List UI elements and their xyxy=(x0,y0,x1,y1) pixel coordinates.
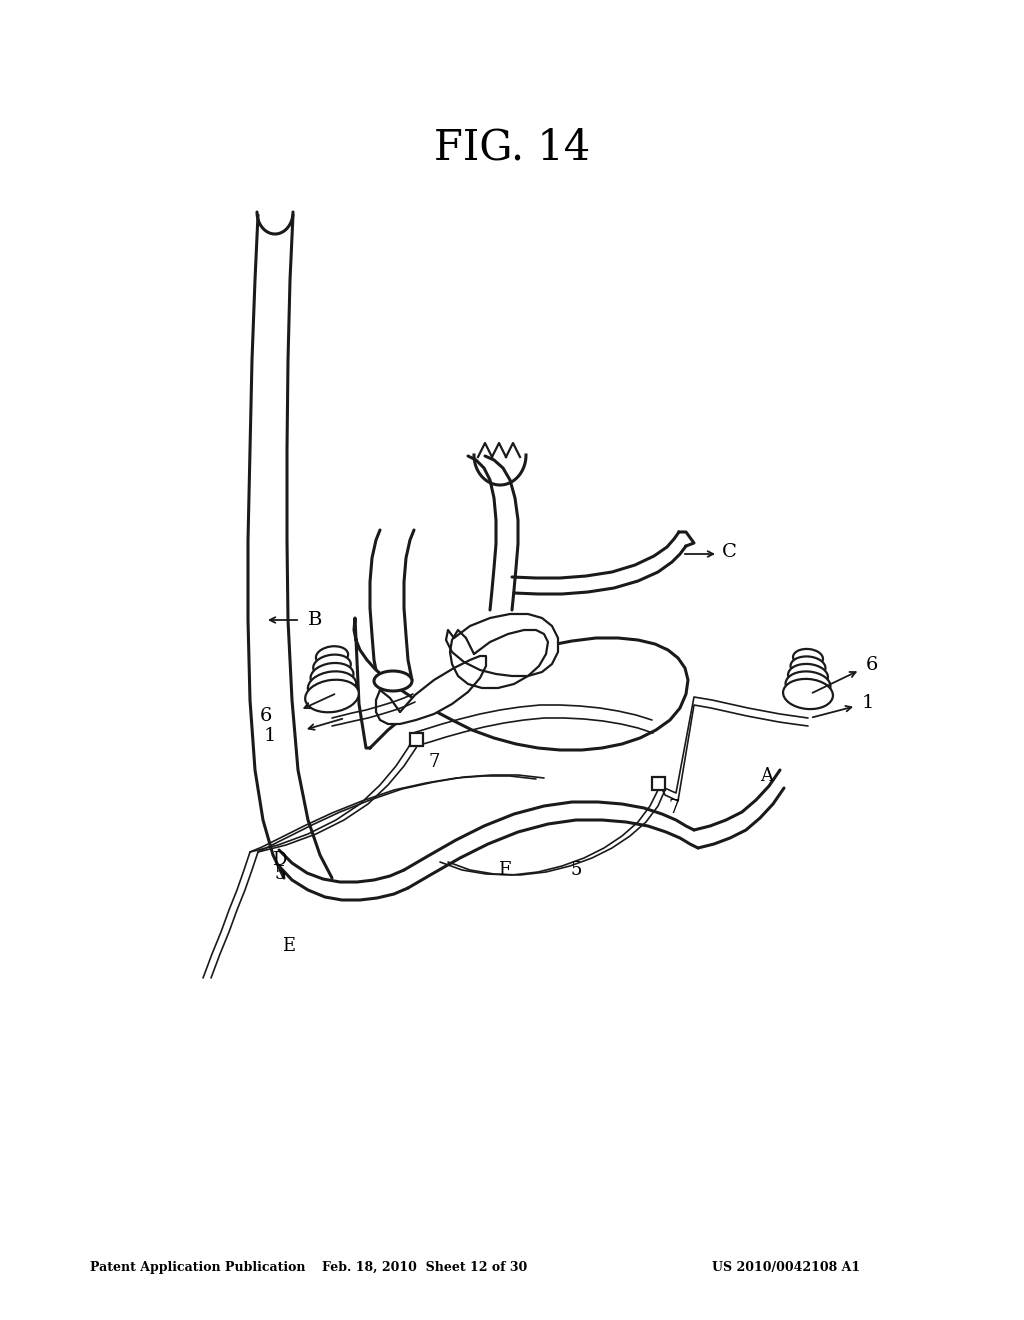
Ellipse shape xyxy=(313,655,351,677)
Ellipse shape xyxy=(374,671,412,690)
Polygon shape xyxy=(354,618,688,750)
Polygon shape xyxy=(446,614,558,676)
Text: 6: 6 xyxy=(866,656,879,675)
Ellipse shape xyxy=(788,664,828,688)
Text: 7: 7 xyxy=(428,752,439,771)
Ellipse shape xyxy=(793,649,823,667)
Bar xyxy=(410,733,423,746)
Text: Feb. 18, 2010  Sheet 12 of 30: Feb. 18, 2010 Sheet 12 of 30 xyxy=(323,1261,527,1274)
Bar xyxy=(652,777,665,789)
Text: 7: 7 xyxy=(668,799,679,817)
Text: 6: 6 xyxy=(260,708,272,725)
Text: 5: 5 xyxy=(274,865,286,883)
Polygon shape xyxy=(450,630,548,688)
Text: C: C xyxy=(722,543,737,561)
Ellipse shape xyxy=(315,647,348,665)
Polygon shape xyxy=(376,656,486,723)
Text: FIG. 14: FIG. 14 xyxy=(434,127,590,169)
Ellipse shape xyxy=(308,672,356,701)
Text: 5: 5 xyxy=(570,861,582,879)
Ellipse shape xyxy=(305,680,358,713)
Text: 1: 1 xyxy=(263,727,276,744)
Text: US 2010/0042108 A1: US 2010/0042108 A1 xyxy=(712,1261,860,1274)
Text: F: F xyxy=(498,861,511,879)
Text: Patent Application Publication: Patent Application Publication xyxy=(90,1261,305,1274)
Ellipse shape xyxy=(783,678,833,709)
Text: 1: 1 xyxy=(862,694,874,711)
Ellipse shape xyxy=(310,663,353,689)
Text: A: A xyxy=(760,767,773,785)
Text: E: E xyxy=(282,937,295,954)
Ellipse shape xyxy=(785,672,830,698)
Text: D: D xyxy=(271,851,286,869)
Ellipse shape xyxy=(791,656,825,677)
Text: B: B xyxy=(308,611,323,630)
